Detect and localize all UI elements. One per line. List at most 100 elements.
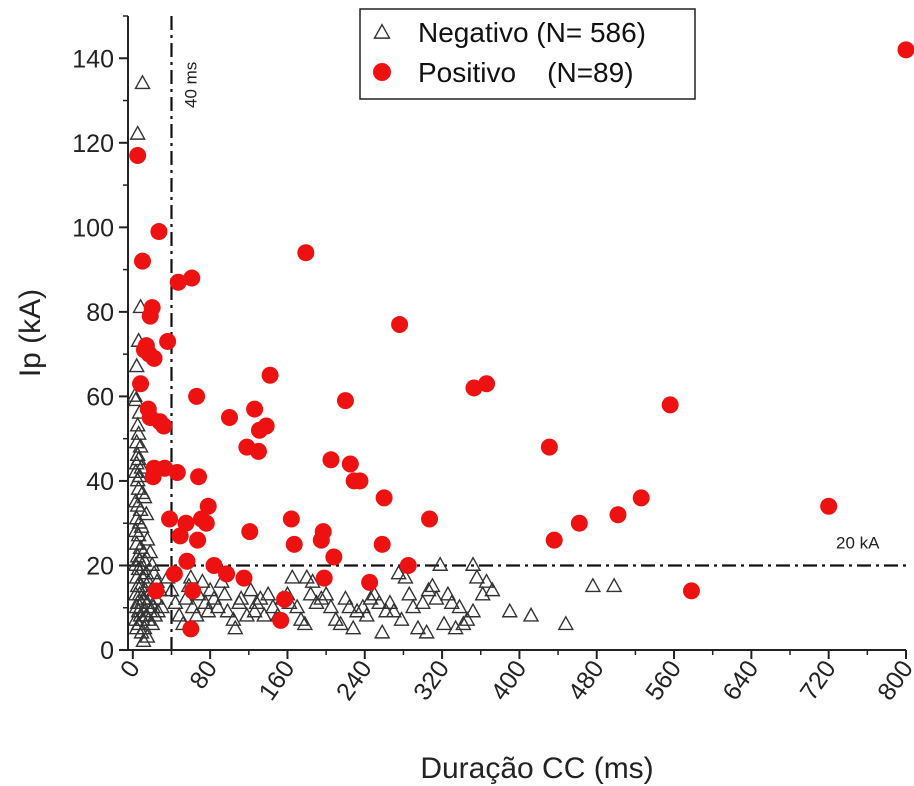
negativo-point — [136, 488, 153, 504]
negativo-point — [163, 581, 180, 597]
positivo-point — [285, 535, 303, 553]
negativo-point — [474, 585, 491, 601]
negativo-point — [451, 598, 468, 614]
positivo-point — [246, 400, 264, 418]
negativo-point — [348, 602, 366, 618]
negativo-point — [238, 606, 256, 622]
negativo-point — [246, 602, 263, 618]
negativo-point — [139, 530, 156, 546]
positivo-point — [183, 269, 201, 287]
negativo-point — [205, 590, 223, 605]
negativo-point — [428, 590, 445, 605]
negativo-point — [371, 594, 388, 609]
positivo-point — [391, 316, 409, 334]
positivo-point — [168, 463, 186, 481]
negativo-point — [302, 585, 319, 601]
negativo-point — [455, 615, 472, 631]
negativo-point — [132, 501, 149, 517]
x-tick-label: 320 — [408, 655, 455, 705]
positivo-point — [145, 349, 163, 367]
positivo-point — [257, 417, 275, 435]
positivo-point — [336, 392, 354, 410]
negativo-point — [298, 568, 315, 584]
negativo-point — [129, 125, 146, 140]
negativo-point — [194, 573, 211, 588]
positivo-point — [399, 556, 417, 574]
negativo-point — [128, 357, 145, 373]
positivo-point — [820, 497, 838, 515]
positivo-point — [682, 582, 700, 600]
positivo-point — [249, 442, 267, 460]
negativo-point — [288, 598, 306, 614]
y-axis-title: Ip (kA) — [14, 289, 47, 377]
axes: 0 20 40 60 80 100 120 140 0 80 160 240 320 400 480 560 6… — [14, 15, 914, 785]
y-tick-label: 80 — [86, 299, 114, 327]
negativo-point — [219, 602, 236, 618]
positivo-point — [171, 527, 189, 545]
negativo-point — [385, 602, 402, 618]
negativo-point — [317, 585, 335, 601]
negativo-point — [284, 568, 301, 584]
positivo-point — [375, 489, 393, 507]
negativo-point — [341, 598, 358, 614]
negativo-point — [366, 585, 383, 601]
positivo-point — [351, 472, 369, 490]
negativo-point — [390, 564, 407, 580]
negativo-point — [337, 590, 354, 605]
reference-lines: 40 ms 20 kA — [128, 16, 906, 650]
negativo-point — [143, 615, 161, 631]
positivo-point — [315, 569, 333, 587]
negativo-point — [259, 585, 277, 601]
positivo-point — [632, 489, 650, 507]
negativo-point — [322, 598, 340, 614]
negativo-point — [373, 623, 391, 639]
negativo-point — [308, 594, 325, 609]
legend: Negativo (N= 586) Positivo (N=89) — [359, 8, 696, 100]
positivo-point — [133, 252, 151, 270]
x-tick-label: 480 — [563, 655, 610, 705]
legend-box — [359, 8, 696, 100]
y-tick-label: 0 — [100, 637, 114, 665]
positivo-point — [143, 299, 161, 317]
positivo-point — [325, 548, 343, 566]
y-tick-label: 60 — [86, 383, 114, 411]
negativo-point — [248, 594, 265, 609]
negativo-point — [216, 585, 233, 601]
positivo-point — [205, 556, 223, 574]
positivo-point — [199, 497, 217, 515]
negativo-point — [468, 568, 486, 584]
positivo-point — [159, 332, 177, 350]
positivo-point — [341, 455, 359, 473]
positivo-point — [190, 468, 208, 486]
negativo-point — [484, 581, 501, 597]
positivo-point — [282, 510, 300, 528]
positivo-point — [218, 565, 236, 583]
x-tick-label: 400 — [485, 655, 532, 705]
negativo-point — [584, 577, 602, 593]
positivo-point — [235, 569, 253, 587]
negativo-point — [418, 623, 435, 639]
negativo-point — [424, 577, 441, 593]
x-tick-label: 80 — [184, 655, 223, 694]
negativo-point — [401, 585, 418, 601]
negativo-point — [439, 585, 457, 601]
negativo-point — [409, 619, 427, 635]
negativo-point — [557, 615, 574, 631]
negativo-point — [264, 598, 282, 614]
positivo-point — [178, 552, 196, 570]
negativo-point — [605, 577, 623, 593]
positivo-point — [165, 565, 183, 583]
positivo-point — [661, 396, 679, 414]
negativo-point — [435, 615, 453, 631]
negativo-point — [129, 471, 146, 487]
positivo-point — [897, 41, 914, 59]
negativo-point — [129, 416, 146, 432]
negativo-point — [227, 619, 244, 635]
positivo-point — [150, 223, 168, 241]
positivo-point — [421, 510, 439, 528]
negativo-point — [431, 556, 449, 571]
positivo-points — [129, 41, 914, 638]
y-tick-label: 100 — [72, 214, 114, 242]
x-tick-label: 640 — [717, 655, 764, 705]
